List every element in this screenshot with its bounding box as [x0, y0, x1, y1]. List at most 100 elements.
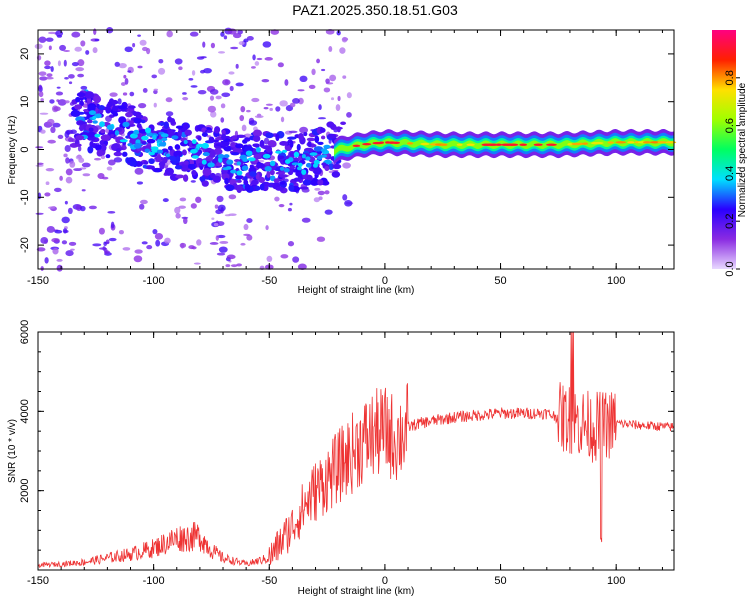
spectral-blob — [292, 256, 300, 263]
spectral-blob — [175, 125, 184, 129]
spectral-blob — [261, 145, 272, 150]
spectral-blob — [179, 197, 187, 202]
ridge-hotspot — [489, 143, 498, 146]
spectral-blob — [241, 124, 247, 132]
spectral-blob — [277, 62, 284, 68]
spectral-blob — [254, 115, 264, 119]
spectral-peak — [236, 170, 243, 176]
spectral-blob — [45, 167, 55, 172]
spectral-blob — [141, 141, 147, 145]
spectral-blob — [40, 129, 46, 134]
spectral-peak — [133, 142, 142, 149]
spectral-blob — [52, 247, 59, 255]
spectral-blob — [214, 126, 221, 134]
snr-y-axis-title: SNR (10 * v/v) — [7, 419, 18, 483]
x-tick-label: 50 — [494, 575, 506, 587]
spectral-blob — [78, 157, 85, 163]
x-tick-label: 0 — [382, 275, 388, 287]
spectral-blob — [275, 106, 281, 112]
spectral-blob — [96, 149, 104, 157]
x-tick-label: -50 — [261, 575, 277, 587]
spectral-blob — [92, 243, 102, 247]
spectrogram-x-ticks: -150 -100 -50 0 50 100 — [27, 30, 663, 287]
spectral-peak — [202, 152, 210, 157]
spectral-blob — [307, 140, 312, 148]
spectral-blob — [218, 246, 228, 253]
spectral-blob — [328, 163, 335, 170]
spectral-blob — [57, 99, 67, 106]
spectral-blob — [325, 78, 330, 84]
spectral-blob — [94, 38, 100, 42]
spectral-peak — [94, 133, 101, 138]
colorbar-gradient — [712, 30, 736, 269]
spectral-blob — [40, 237, 49, 244]
spectral-blob — [156, 154, 162, 162]
spectral-blob — [314, 135, 320, 144]
spectral-blob — [327, 133, 337, 139]
spectral-peak — [297, 162, 303, 168]
spectral-blob — [189, 31, 199, 37]
spectral-blob — [326, 121, 335, 128]
spectral-blob — [193, 262, 201, 265]
spectral-blob — [226, 254, 236, 260]
spectral-blob — [55, 91, 64, 96]
spectral-blob — [38, 84, 43, 90]
spectral-blob — [104, 250, 110, 254]
spectral-blob — [157, 67, 166, 75]
spectral-peak — [217, 153, 225, 159]
spectral-blob — [75, 67, 85, 72]
spectral-blob — [316, 58, 321, 64]
spectral-peak — [190, 149, 198, 154]
spectral-blob — [280, 254, 289, 259]
spectral-blob — [320, 135, 326, 140]
colorbar-tick-label: 0.2 — [724, 214, 736, 229]
spectral-blob — [181, 167, 189, 172]
y-tick-label: 6000 — [19, 320, 31, 344]
spectral-blob — [283, 168, 290, 173]
spectral-blob — [139, 39, 147, 46]
spectral-blob — [129, 161, 137, 167]
colorbar-label: Normalized spectral amplitude — [737, 82, 748, 217]
spectral-blob — [53, 187, 62, 193]
spectral-peak — [158, 142, 165, 147]
spectral-blob — [68, 74, 75, 79]
spectral-blob — [164, 167, 174, 176]
spectral-blob — [61, 240, 68, 245]
spectral-blob — [244, 183, 251, 192]
snr-x-axis-title: Height of straight line (km) — [298, 586, 415, 597]
spectral-blob — [44, 257, 49, 264]
spectral-blob — [229, 85, 234, 92]
spectral-blob — [48, 45, 52, 51]
spectral-blob — [107, 101, 113, 108]
spectral-blob — [56, 264, 63, 272]
spectral-blob — [201, 132, 208, 137]
spectral-blob — [162, 156, 168, 164]
spectral-peak — [161, 137, 168, 142]
spectral-blob — [330, 97, 335, 101]
spectral-blob — [154, 233, 164, 240]
spectral-blob — [47, 118, 55, 126]
spectral-blob — [306, 175, 311, 181]
spectral-blob — [82, 173, 91, 177]
spectral-blob — [140, 119, 146, 124]
spectral-blob — [65, 250, 74, 257]
spectral-blob — [342, 162, 351, 169]
spectral-blob — [81, 162, 91, 168]
x-tick-label: -150 — [27, 275, 49, 287]
spectral-blob — [298, 132, 304, 141]
spectrogram-y-ticks: -20 -10 0 10 20 — [19, 48, 674, 253]
spectral-blob — [251, 179, 259, 186]
spectral-peak — [160, 133, 169, 138]
spectral-blob — [44, 60, 51, 66]
spectral-blob — [117, 98, 122, 105]
spectral-blob — [188, 78, 194, 81]
spectrogram-x-axis-title: Height of straight line (km) — [298, 285, 415, 296]
spectral-peak — [191, 155, 199, 159]
spectral-blob — [269, 107, 273, 112]
spectral-blob — [174, 206, 181, 214]
spectral-peak — [262, 153, 271, 159]
spectral-blob — [266, 255, 273, 263]
spectral-blob — [162, 198, 169, 203]
spectral-blob — [108, 237, 117, 242]
spectral-blob — [118, 229, 124, 235]
